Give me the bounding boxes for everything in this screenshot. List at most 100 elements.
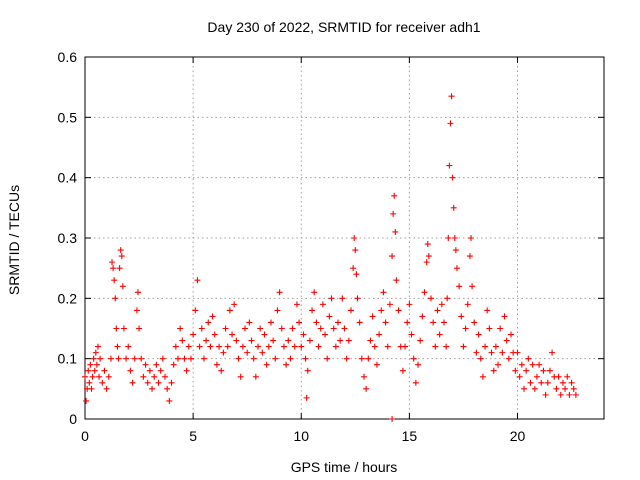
data-point [209,313,216,320]
data-point [448,93,455,100]
data-point [153,361,160,368]
data-point [559,379,566,386]
y-tick-label: 0.4 [58,170,78,186]
data-point [216,343,223,350]
data-point [553,385,560,392]
data-point [536,361,543,368]
data-point [371,343,378,350]
data-point [352,247,359,254]
data-point [343,355,350,362]
data-point [391,192,398,199]
data-point [116,265,123,272]
data-point [353,271,360,278]
data-point [324,355,331,362]
data-point [159,355,166,362]
data-point [272,355,279,362]
data-point [131,355,138,362]
data-point [376,331,383,338]
data-point [360,373,367,380]
data-point [181,355,188,362]
data-point [205,319,212,326]
data-point [242,325,249,332]
data-point [319,301,326,308]
data-point [218,367,225,374]
data-point [499,349,506,356]
data-point [198,325,205,332]
data-point [317,325,324,332]
data-point [432,343,439,350]
data-point [460,343,467,350]
data-point [302,355,309,362]
data-point [484,307,491,314]
data-point [367,337,374,344]
data-point [117,247,124,254]
data-point [468,235,475,241]
data-point [546,367,553,374]
data-point [456,283,463,290]
data-point [395,307,402,314]
data-point [566,391,573,398]
data-point [423,259,430,266]
data-point [179,337,186,344]
data-point [261,331,268,338]
data-point [172,343,179,350]
data-point [570,385,577,392]
data-point [415,361,422,368]
data-point [345,337,352,344]
data-point [408,331,415,338]
data-point [449,174,456,181]
data-point [557,391,564,398]
data-point [389,253,396,260]
data-point [109,259,116,266]
data-point [90,355,97,362]
data-point [92,349,99,356]
data-point [555,373,562,380]
data-point [229,331,236,338]
data-point [235,355,242,362]
data-point [94,343,101,350]
data-point [155,379,162,386]
data-point [306,337,313,344]
data-point [311,289,318,296]
data-point [390,210,397,217]
data-point [252,373,259,380]
data-point [93,361,100,368]
x-tick-label: 0 [81,428,89,444]
data-point [450,204,457,211]
data-point [177,325,184,332]
data-point [447,120,454,127]
data-point [91,367,98,374]
data-point [332,343,339,350]
data-point [111,277,118,284]
data-point [303,394,310,401]
data-point [226,307,233,314]
data-point [443,343,450,350]
data-point [192,307,199,314]
data-point [287,355,294,362]
data-point [265,343,272,350]
data-point [82,373,88,380]
data-point [469,283,476,290]
data-point [88,385,95,392]
data-point [523,367,530,374]
data-point [194,277,201,284]
data-point [185,343,192,350]
data-point [436,331,443,338]
data-point [119,283,126,290]
data-point [434,307,441,314]
data-point [144,379,151,386]
data-point [384,343,391,350]
data-point [508,331,515,338]
data-point [190,331,197,338]
data-point [133,307,140,314]
data-point [527,379,534,386]
data-point [549,349,556,356]
data-point [322,331,329,338]
data-point [363,385,370,392]
data-point [351,235,358,241]
data-point [410,355,417,362]
data-point [246,319,253,326]
data-point [304,367,311,374]
data-point [237,373,244,380]
data-point [101,367,108,374]
